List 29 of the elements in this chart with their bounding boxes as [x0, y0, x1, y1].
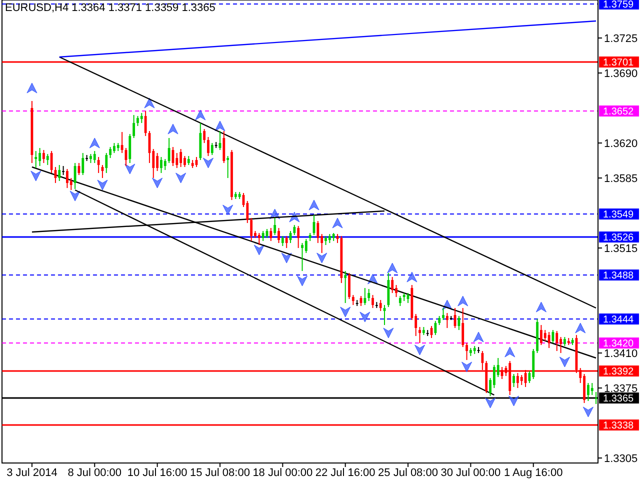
ref-line-label: 1.3420 — [603, 338, 634, 350]
x-tick-label: 22 Jul 16:00 — [315, 467, 376, 479]
ref-line-label: 1.3652 — [603, 106, 634, 118]
x-tick-label: 3 Jul 2014 — [6, 467, 58, 479]
y-tick-label: 1.3410 — [604, 348, 638, 360]
y-tick-label: 1.3620 — [604, 138, 638, 150]
ref-line-label: 1.3526 — [603, 232, 634, 244]
y-tick-label: 1.3585 — [604, 172, 638, 185]
y-tick-label: 1.3305 — [604, 452, 638, 465]
x-tick-label: 1 Aug 16:00 — [504, 467, 563, 479]
ref-line-label: 1.3759 — [603, 0, 634, 10]
x-tick-label: 25 Jul 08:00 — [378, 467, 438, 479]
ref-line-label: 1.3701 — [603, 58, 634, 68]
ref-line-label: 1.3488 — [603, 270, 634, 282]
ref-line-label: 1.3444 — [603, 314, 634, 326]
x-tick-label: 15 Jul 08:00 — [190, 467, 250, 479]
ref-line-label: 1.3392 — [603, 366, 634, 378]
ref-line-label: 1.3549 — [603, 210, 634, 220]
chart-title: EURUSD,H4 1.3364 1.3371 1.3359 1.3365 — [5, 2, 216, 14]
y-tick-label: 1.3375 — [604, 382, 638, 395]
ref-line-label: 1.3365 — [603, 394, 634, 404]
x-tick-label: 18 Jul 00:00 — [252, 467, 313, 479]
y-tick-label: 1.3690 — [604, 68, 638, 80]
y-tick-label: 1.3515 — [604, 242, 638, 255]
x-tick-label: 30 Jul 00:00 — [440, 467, 501, 479]
y-tick-label: 1.3725 — [604, 32, 638, 45]
x-tick-label: 8 Jul 00:00 — [68, 467, 122, 479]
x-tick-label: 10 Jul 16:00 — [127, 467, 188, 479]
ref-line-label: 1.3338 — [603, 420, 634, 432]
